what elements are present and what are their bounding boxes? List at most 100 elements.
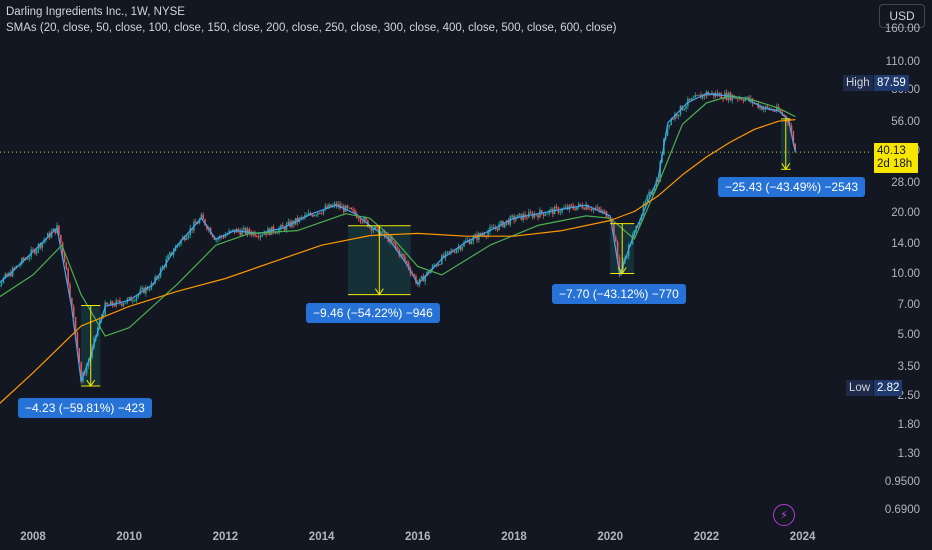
candle-body bbox=[618, 257, 621, 275]
candle-body bbox=[674, 113, 676, 120]
candle-body bbox=[352, 209, 354, 211]
lightning-bolt-icon[interactable]: ⚡ bbox=[773, 504, 795, 526]
candle-body bbox=[676, 113, 678, 117]
candle-body bbox=[285, 224, 288, 231]
candle-body bbox=[565, 206, 567, 208]
candle-body bbox=[117, 300, 119, 302]
x-tick-label: 2008 bbox=[20, 531, 46, 543]
x-tick-label: 2022 bbox=[693, 531, 720, 543]
candle-body bbox=[694, 95, 697, 98]
candle-body bbox=[396, 246, 399, 250]
candle-body bbox=[230, 230, 232, 232]
candle-body bbox=[65, 262, 68, 269]
candle-body bbox=[507, 220, 510, 225]
candle-body bbox=[296, 217, 299, 223]
candle-body bbox=[265, 233, 267, 235]
candle-body bbox=[735, 98, 737, 100]
candle-body bbox=[644, 201, 647, 204]
candle-body bbox=[574, 208, 576, 211]
y-tick-label: 7.00 bbox=[897, 299, 920, 312]
candle-body bbox=[454, 251, 456, 253]
candle-body bbox=[344, 205, 347, 212]
candle-body bbox=[775, 106, 778, 112]
y-tick-label: 2.50 bbox=[897, 390, 920, 403]
candle-body bbox=[76, 331, 79, 349]
candle-body bbox=[274, 232, 277, 234]
candle-body bbox=[542, 213, 545, 216]
candle-body bbox=[546, 213, 549, 215]
y-tick-label: 28.00 bbox=[891, 176, 920, 189]
candle-body bbox=[311, 214, 314, 217]
candle-body bbox=[737, 98, 739, 100]
y-tick-label: 14.00 bbox=[891, 238, 920, 251]
low-label: Low bbox=[846, 380, 874, 396]
candle-body bbox=[670, 118, 673, 125]
candle-body bbox=[563, 207, 565, 209]
candle-body bbox=[794, 143, 796, 151]
candle-body bbox=[487, 231, 489, 237]
candle-body bbox=[196, 223, 199, 225]
sma-line-1 bbox=[0, 95, 796, 337]
candle-body bbox=[141, 287, 143, 290]
candle-body bbox=[533, 213, 536, 218]
candle-body bbox=[790, 125, 793, 132]
candle-body bbox=[2, 277, 5, 283]
candle-body bbox=[28, 256, 31, 259]
candle-body bbox=[570, 204, 573, 206]
candle-body bbox=[78, 348, 81, 363]
candle-body bbox=[189, 228, 192, 236]
candle-body bbox=[224, 235, 227, 238]
candle-body bbox=[222, 236, 225, 238]
candle-body bbox=[550, 208, 552, 211]
candle-body bbox=[435, 265, 438, 267]
y-tick-label: 0.9500 bbox=[884, 475, 920, 488]
candle-body bbox=[402, 253, 404, 257]
sma-legend[interactable]: SMAs (20, close, 50, close, 100, close, … bbox=[6, 22, 617, 34]
candle-body bbox=[187, 235, 190, 238]
candle-body bbox=[158, 276, 160, 279]
candle-body bbox=[113, 305, 116, 307]
candle-body bbox=[611, 219, 613, 224]
candle-body bbox=[398, 249, 401, 256]
candle-body bbox=[479, 233, 482, 236]
candle-body bbox=[602, 210, 604, 212]
arrow-head-icon bbox=[86, 379, 96, 387]
currency-button[interactable]: USD bbox=[879, 4, 925, 28]
candle-body bbox=[178, 244, 180, 246]
candle-body bbox=[363, 217, 365, 223]
drawdown-label-2008[interactable]: −4.23 (−59.81%) −423 bbox=[18, 398, 152, 418]
candle-body bbox=[41, 242, 44, 248]
candle-body bbox=[540, 210, 543, 214]
candle-body bbox=[139, 289, 142, 294]
candle-body bbox=[766, 106, 769, 108]
candle-body bbox=[350, 207, 352, 210]
drawdown-label-2020[interactable]: −7.70 (−43.12%) −770 bbox=[552, 284, 686, 304]
candle-body bbox=[133, 300, 136, 302]
candle-body bbox=[52, 228, 55, 232]
candle-body bbox=[441, 255, 443, 265]
candle-body bbox=[200, 214, 203, 219]
candle-body bbox=[263, 233, 266, 235]
candle-body bbox=[779, 110, 782, 112]
candle-body bbox=[742, 99, 745, 102]
candle-body bbox=[537, 215, 539, 218]
candle-body bbox=[161, 266, 164, 269]
candle-body bbox=[215, 239, 217, 241]
candle-body bbox=[577, 203, 580, 207]
candle-body bbox=[304, 214, 306, 218]
candle-body bbox=[651, 191, 654, 195]
drawdown-label-2015[interactable]: −9.46 (−54.22%) −946 bbox=[306, 303, 440, 323]
candle-body bbox=[590, 209, 593, 211]
candle-body bbox=[26, 258, 29, 260]
candle-body bbox=[361, 221, 364, 223]
symbol-title[interactable]: Darling Ingredients Inc., 1W, NYSE bbox=[6, 6, 185, 18]
candle-body bbox=[496, 227, 499, 231]
last-price-value: 40.13 bbox=[877, 145, 906, 157]
candle-body bbox=[172, 251, 175, 255]
candle-body bbox=[759, 105, 761, 108]
candle-body bbox=[492, 227, 495, 229]
candle-body bbox=[529, 212, 532, 214]
drawdown-label-2023[interactable]: −25.43 (−43.49%) −2543 bbox=[718, 177, 866, 197]
candle-body bbox=[211, 234, 214, 237]
